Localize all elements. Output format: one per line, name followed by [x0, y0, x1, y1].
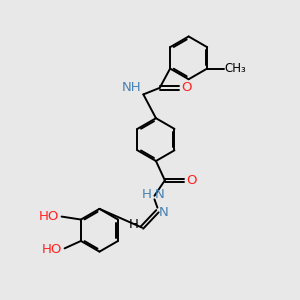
Text: H: H [142, 188, 152, 201]
Text: HO: HO [42, 243, 62, 256]
Text: NH: NH [122, 80, 142, 94]
Text: H: H [128, 218, 138, 231]
Text: O: O [182, 81, 192, 94]
Text: N: N [159, 206, 169, 219]
Text: O: O [187, 174, 197, 187]
Text: N: N [155, 188, 165, 201]
Text: CH₃: CH₃ [224, 62, 246, 75]
Text: HO: HO [39, 210, 59, 223]
